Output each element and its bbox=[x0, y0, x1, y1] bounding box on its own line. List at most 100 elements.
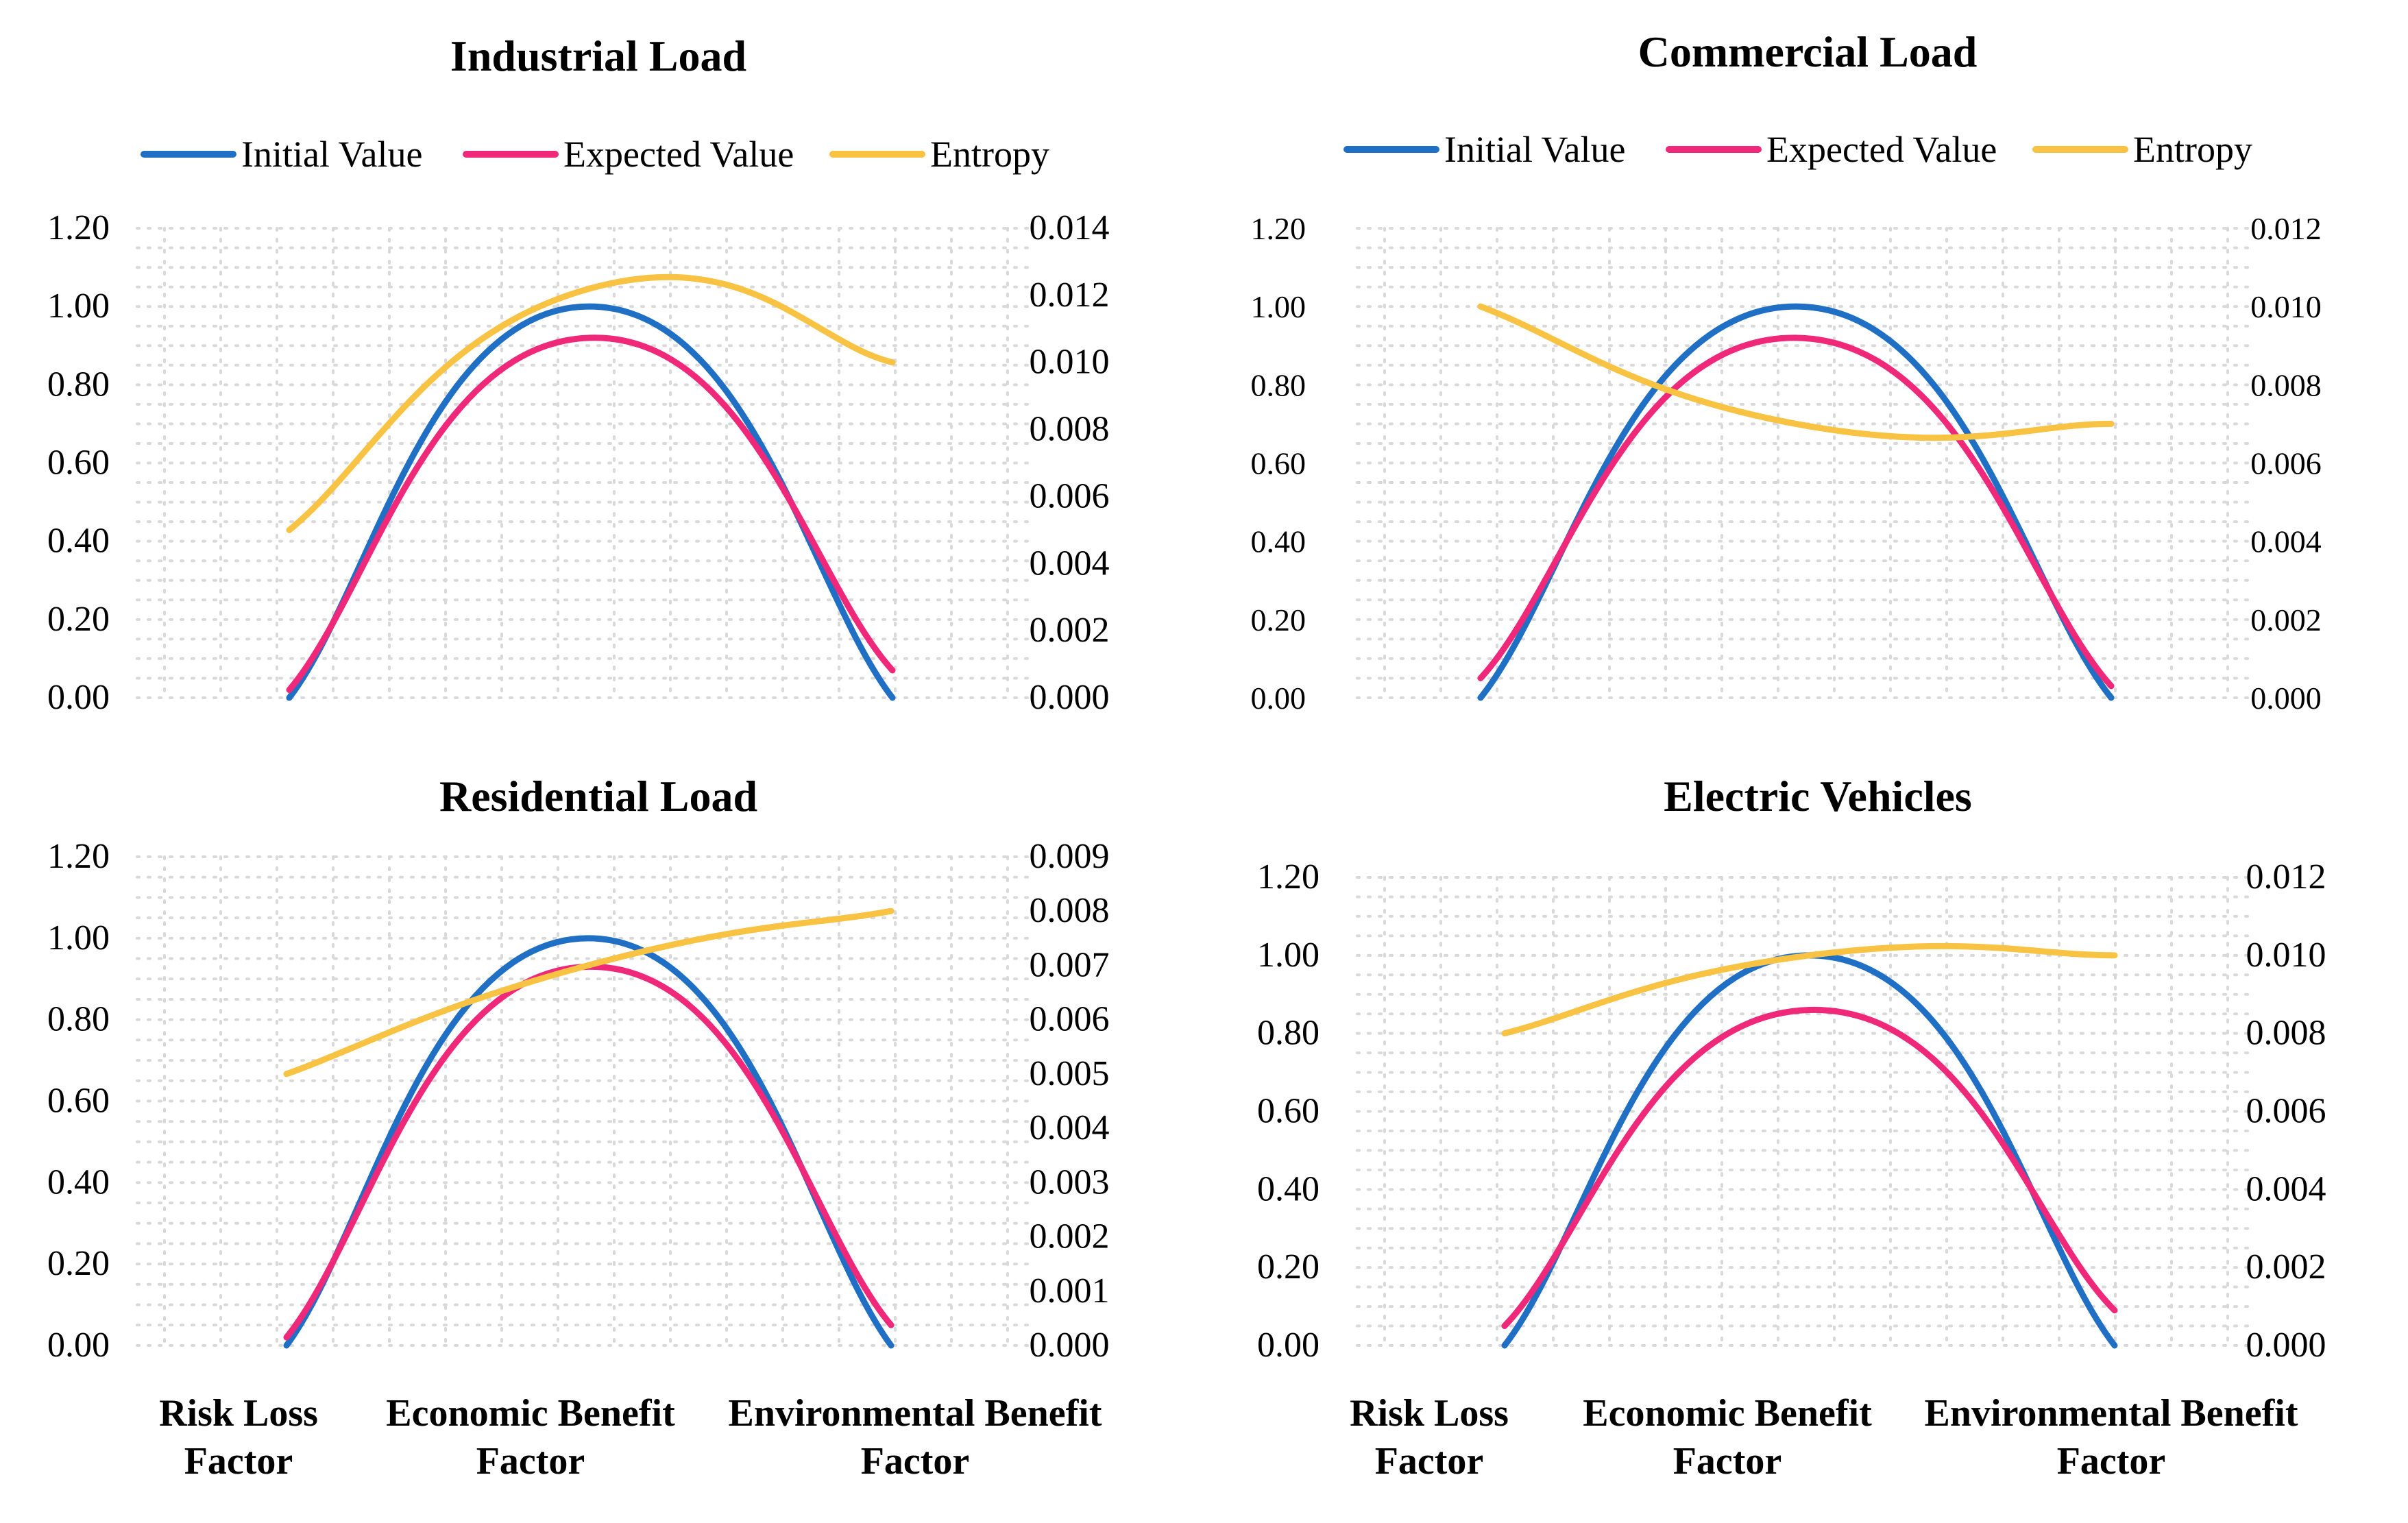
chart-title: Commercial Load bbox=[1638, 27, 1978, 76]
y-left-tick-label: 0.20 bbox=[1257, 1247, 1319, 1287]
y-left-tick-label: 0.00 bbox=[47, 678, 110, 717]
y-left-tick-label: 1.20 bbox=[47, 208, 110, 247]
y-left-tick-label: 0.00 bbox=[47, 1326, 110, 1365]
y-left-tick-label: 1.20 bbox=[47, 837, 110, 876]
y-left-tick-label: 1.00 bbox=[1251, 289, 1306, 324]
series-line-expected-value bbox=[1477, 334, 2115, 690]
y-right-tick-label: 0.010 bbox=[1030, 343, 1110, 382]
x-tick-label: Factor bbox=[2057, 1440, 2166, 1483]
chart-electric-vehicles: Electric Vehicles 0.00 0.20 0.40 0.60 0.80 1.0… bbox=[1257, 772, 2326, 1365]
y-right-tick-label: 0.008 bbox=[1030, 410, 1110, 449]
y-left-tick-label: 0.60 bbox=[1257, 1092, 1319, 1131]
y-right-tick-label: 0.004 bbox=[2246, 1169, 2326, 1208]
legend-label: Initial Value bbox=[241, 134, 422, 175]
legend: Initial Value Expected Value Entropy bbox=[1343, 129, 2252, 170]
y-left-tick-label: 1.00 bbox=[1257, 936, 1319, 975]
series-line-expected-value bbox=[286, 334, 896, 694]
x-category-labels: Risk Loss Factor Economic Benefit Factor Env… bbox=[159, 1392, 2298, 1483]
y-right-tick-label: 0.007 bbox=[1030, 945, 1110, 984]
legend-label: Expected Value bbox=[563, 134, 794, 175]
gridlines bbox=[1356, 876, 2257, 1347]
y-left-tick-label: 1.20 bbox=[1257, 857, 1319, 897]
x-tick-label: Economic Benefit bbox=[386, 1392, 675, 1435]
chart-title: Industrial Load bbox=[450, 32, 746, 80]
gridlines bbox=[136, 227, 1036, 699]
y-left-tick-label: 0.60 bbox=[47, 443, 110, 483]
y-left-tick-label: 0.00 bbox=[1251, 681, 1306, 716]
y-left-tick-label: 0.20 bbox=[47, 1244, 110, 1283]
y-right-tick-label: 0.002 bbox=[1030, 1217, 1110, 1256]
x-tick-label: Factor bbox=[1375, 1440, 1484, 1483]
y-right-tick-label: 0.008 bbox=[1030, 891, 1110, 930]
y-right-tick-label: 0.002 bbox=[1030, 611, 1110, 650]
y-right-tick-label: 0.000 bbox=[2246, 1326, 2326, 1365]
x-tick-label: Factor bbox=[1673, 1440, 1782, 1483]
y-left-tick-label: 0.80 bbox=[1251, 367, 1306, 402]
x-tick-label: Environmental Benefit bbox=[1925, 1392, 2298, 1435]
y-right-tick-label: 0.008 bbox=[2250, 367, 2322, 402]
y-right-tick-label: 0.005 bbox=[1030, 1054, 1110, 1093]
y-right-tick-label: 0.004 bbox=[1030, 544, 1110, 583]
y-right-tick-label: 0.010 bbox=[2246, 936, 2326, 975]
x-tick-label: Factor bbox=[476, 1440, 585, 1483]
series-line-expected-value bbox=[283, 963, 895, 1341]
legend-label: Entropy bbox=[930, 134, 1049, 175]
y-left-tick-label: 0.20 bbox=[1251, 602, 1306, 637]
y-right-tick-label: 0.002 bbox=[2250, 602, 2322, 637]
y-right-tick-label: 0.010 bbox=[2250, 289, 2322, 324]
legend-label: Entropy bbox=[2133, 129, 2252, 170]
y-right-tick-label: 0.000 bbox=[1030, 1326, 1110, 1365]
y-left-tick-label: 0.00 bbox=[1257, 1326, 1319, 1365]
chart-commercial-load: Commercial Load 0.00 0.20 0.40 0.60 0.80 1.00 1… bbox=[1251, 27, 2322, 716]
y-left-tick-label: 0.40 bbox=[1251, 524, 1306, 559]
x-tick-label: Risk Loss bbox=[1350, 1392, 1509, 1435]
chart-title: Residential Load bbox=[439, 772, 757, 820]
y-left-tick-label: 0.40 bbox=[1257, 1169, 1319, 1208]
y-right-tick-label: 0.003 bbox=[1030, 1162, 1110, 1202]
y-right-tick-label: 0.002 bbox=[2246, 1247, 2326, 1287]
y-left-tick-label: 0.60 bbox=[1251, 446, 1306, 481]
x-tick-label: Factor bbox=[184, 1440, 293, 1483]
x-tick-label: Risk Loss bbox=[159, 1392, 318, 1435]
legend-label: Initial Value bbox=[1444, 129, 1625, 170]
y-right-tick-label: 0.012 bbox=[2250, 211, 2322, 246]
y-right-tick-label: 0.000 bbox=[2250, 681, 2322, 716]
series-line-expected-value bbox=[1501, 1007, 2118, 1330]
series-line-entropy bbox=[283, 907, 895, 1077]
y-left-tick-label: 0.40 bbox=[47, 522, 110, 561]
chart-residential-load: Residential Load 0.00 0.20 0.40 0.60 0.80 1.00… bbox=[47, 772, 1110, 1365]
x-tick-label: Environmental Benefit bbox=[729, 1392, 1102, 1435]
chart-title: Electric Vehicles bbox=[1664, 772, 1972, 820]
y-left-tick-label: 0.80 bbox=[47, 365, 110, 404]
series-line-entropy bbox=[286, 273, 896, 533]
y-left-tick-label: 1.00 bbox=[47, 287, 110, 326]
series-line-entropy bbox=[1477, 303, 2115, 441]
y-right-tick-label: 0.004 bbox=[2250, 524, 2322, 559]
gridlines bbox=[136, 855, 1036, 1347]
y-right-tick-label: 0.006 bbox=[2250, 446, 2322, 481]
gridlines bbox=[1356, 227, 2257, 699]
series-line-entropy bbox=[1501, 942, 2118, 1037]
y-right-tick-label: 0.004 bbox=[1030, 1108, 1110, 1147]
y-right-tick-label: 0.012 bbox=[1030, 276, 1110, 315]
y-right-tick-label: 0.014 bbox=[1030, 208, 1110, 247]
legend: Initial Value Expected Value Entropy bbox=[141, 134, 1049, 175]
y-left-tick-label: 0.40 bbox=[47, 1162, 110, 1202]
legend-label: Expected Value bbox=[1766, 129, 1997, 170]
y-right-tick-label: 0.008 bbox=[2246, 1014, 2326, 1053]
y-left-tick-label: 0.20 bbox=[47, 600, 110, 639]
y-right-tick-label: 0.000 bbox=[1030, 678, 1110, 717]
x-tick-label: Factor bbox=[861, 1440, 970, 1483]
y-right-tick-label: 0.009 bbox=[1030, 837, 1110, 876]
y-left-tick-label: 0.80 bbox=[47, 1000, 110, 1039]
y-left-tick-label: 1.20 bbox=[1251, 211, 1306, 246]
chart-industrial-load: Industrial Load 0.00 0.20 0.40 0.60 0.80 1.00 1… bbox=[47, 32, 1110, 717]
y-right-tick-label: 0.006 bbox=[1030, 476, 1110, 515]
y-left-tick-label: 0.60 bbox=[47, 1082, 110, 1121]
y-left-tick-label: 0.80 bbox=[1257, 1014, 1319, 1053]
y-right-tick-label: 0.006 bbox=[1030, 1000, 1110, 1039]
y-left-tick-label: 1.00 bbox=[47, 918, 110, 958]
y-right-tick-label: 0.001 bbox=[1030, 1271, 1110, 1311]
series-line-initial-value bbox=[286, 303, 896, 701]
